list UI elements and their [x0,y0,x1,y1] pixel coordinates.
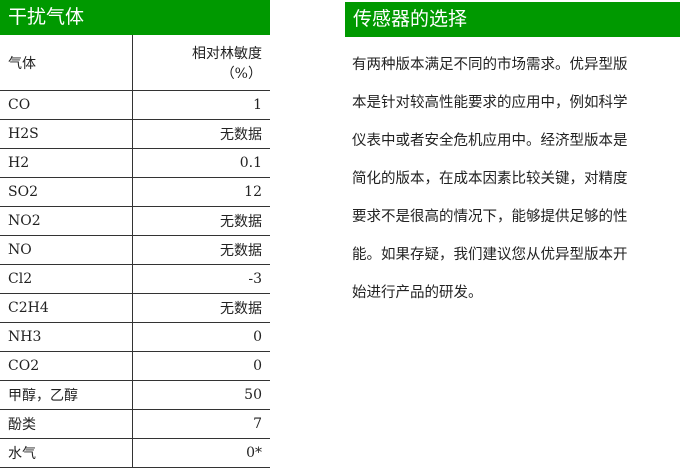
gas-name: SO2 [0,177,133,207]
table-header-row: 气体 相对林敏度 （%） [0,35,270,91]
table-row: CO 1 [0,90,270,120]
sensitivity-header-line2: （%） [220,65,262,82]
sensor-selection-title: 传感器的选择 [345,2,680,37]
paragraph-line: 仪表中或者安全危机应用中。经济型版本是 [352,133,628,149]
sensitivity-value: 0.1 [132,148,270,178]
table-row: 酚类 7 [0,409,270,439]
interference-gas-title: 干扰气体 [0,0,270,35]
sensitivity-value: 0 [132,322,270,352]
table-row: CO2 0 [0,351,270,381]
table-row: SO2 12 [0,177,270,207]
sensor-selection-paragraph: 有两种版本满足不同的市场需求。优异型版 本是针对较高性能要求的应用中，例如科学 仪表… [352,46,680,312]
sensitivity-value: 50 [132,380,270,410]
gas-name: CO2 [0,351,133,381]
sensitivity-value: -3 [132,264,270,294]
gas-column-header: 气体 [0,35,133,91]
paragraph-line: 本是针对较高性能要求的应用中，例如科学 [352,95,628,111]
table-row: H2 0.1 [0,148,270,178]
sensitivity-header-line1: 相对林敏度 [192,45,262,62]
table-row: NO 无数据 [0,235,270,265]
paragraph-line: 有两种版本满足不同的市场需求。优异型版 [352,57,628,73]
gas-name: 酚类 [0,409,133,439]
sensitivity-value: 无数据 [132,293,270,323]
sensitivity-value: 7 [132,409,270,439]
sensitivity-value: 0 [132,351,270,381]
gas-name: 水气 [0,438,133,468]
sensitivity-value: 12 [132,177,270,207]
gas-name: NH3 [0,322,133,352]
gas-name: CO [0,90,133,120]
gas-name: H2 [0,148,133,178]
paragraph-line: 始进行产品的研发。 [352,285,483,301]
sensitivity-value: 无数据 [132,206,270,236]
table-row: H2S 无数据 [0,119,270,149]
sensitivity-value: 无数据 [132,119,270,149]
gas-name: Cl2 [0,264,133,294]
sensitivity-value: 无数据 [132,235,270,265]
table-row: NO2 无数据 [0,206,270,236]
paragraph-line: 简化的版本，在成本因素比较关键，对精度 [352,171,628,187]
paragraph-line: 能。如果存疑，我们建议您从优异型版本开 [352,247,628,263]
gas-name: NO2 [0,206,133,236]
table-row: 水气 0* [0,438,270,468]
sensitivity-column-header: 相对林敏度 （%） [132,35,270,91]
sensitivity-value: 1 [132,90,270,120]
table-row: 甲醇，乙醇 50 [0,380,270,410]
sensitivity-value: 0* [132,438,270,468]
gas-name: H2S [0,119,133,149]
gas-name: C2H4 [0,293,133,323]
table-row: Cl2 -3 [0,264,270,294]
gas-name: NO [0,235,133,265]
gas-name: 甲醇，乙醇 [0,380,133,410]
table-row: NH3 0 [0,322,270,352]
interference-table: 气体 相对林敏度 （%） CO 1 H2S 无数据 H2 0.1 SO2 12 NO2 无数据 NO 无… [0,35,270,468]
paragraph-line: 要求不是很高的情况下，能够提供足够的性 [352,209,628,225]
table-row: C2H4 无数据 [0,293,270,323]
